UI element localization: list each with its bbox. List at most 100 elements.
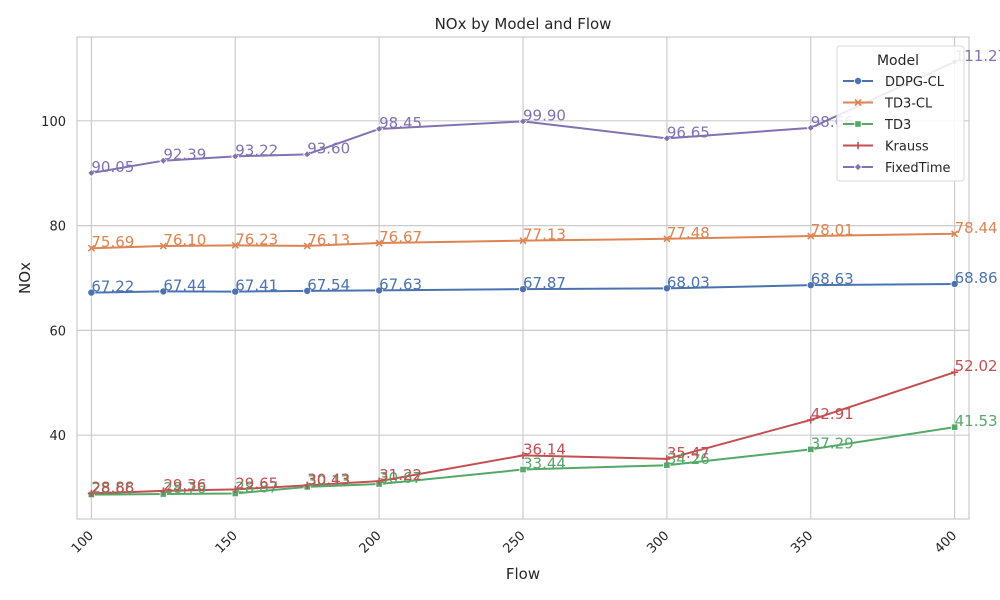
legend-marker <box>853 162 863 172</box>
data-point-td3 <box>951 423 959 431</box>
y-tick-label: 40 <box>49 429 66 444</box>
data-point-krauss <box>87 489 95 498</box>
data-label-krauss: 29.65 <box>235 474 278 492</box>
data-point-fixedtime <box>806 123 815 133</box>
data-point-td3 <box>807 445 815 453</box>
data-label-ddpg-cl: 68.03 <box>667 273 710 291</box>
data-label-td3-cl: 76.13 <box>307 231 350 249</box>
data-label-td3-cl: 77.48 <box>667 224 710 242</box>
series-lines <box>87 57 959 499</box>
legend-item-krauss: Krauss <box>843 140 929 155</box>
data-label-td3: 28.66 <box>91 480 134 498</box>
data-point-krauss <box>951 368 959 376</box>
data-label-td3: 28.87 <box>235 478 278 496</box>
data-label-fixedtime: 93.60 <box>307 139 350 157</box>
data-point-td3-cl <box>663 235 671 243</box>
data-point-krauss <box>159 487 167 495</box>
data-point-td3-cl <box>231 241 239 249</box>
x-tick-label: 200 <box>357 528 385 556</box>
data-label-fixedtime: 96.65 <box>667 123 710 141</box>
data-label-krauss: 30.43 <box>307 470 350 488</box>
legend-marker <box>854 98 862 107</box>
x-tick-label: 250 <box>500 528 528 556</box>
data-label-td3: 37.29 <box>811 434 854 452</box>
data-point-ddpg-cl <box>159 287 168 296</box>
data-point-krauss <box>519 451 527 459</box>
data-point-krauss <box>807 416 815 424</box>
data-label-td3-cl: 78.44 <box>955 219 998 237</box>
data-point-ddpg-cl <box>519 285 528 294</box>
legend-item-ddpg-cl: DDPG-CL <box>843 75 945 90</box>
x-tick-label: 400 <box>932 528 960 556</box>
legend-marker <box>854 77 863 86</box>
x-tick-label: 150 <box>213 528 241 556</box>
data-label-td3-cl: 75.69 <box>91 233 134 251</box>
data-label-td3: 33.44 <box>523 455 566 473</box>
series-ddpg-cl <box>87 279 959 297</box>
data-label-krauss: 35.47 <box>667 444 710 462</box>
grid-lines <box>77 37 969 519</box>
data-point-td3 <box>519 465 527 474</box>
data-point-krauss <box>303 481 311 489</box>
data-point-td3-cl <box>519 237 527 245</box>
legend-label: TD3-CL <box>884 97 933 112</box>
series-krauss <box>87 368 959 498</box>
data-point-td3-cl <box>375 239 383 247</box>
y-tick-label: 80 <box>49 220 66 235</box>
data-point-fixedtime <box>303 150 312 159</box>
data-point-ddpg-cl <box>231 287 240 296</box>
data-label-fixedtime: 98.45 <box>379 114 422 132</box>
data-label-ddpg-cl: 67.22 <box>91 278 134 296</box>
legend-label: DDPG-CL <box>885 75 945 90</box>
x-tick-label: 100 <box>69 528 97 556</box>
data-point-td3-cl <box>303 242 311 250</box>
data-label-ddpg-cl: 67.87 <box>523 274 566 292</box>
data-label-krauss: 42.91 <box>811 405 854 423</box>
data-point-fixedtime <box>518 117 528 126</box>
data-label-krauss: 29.36 <box>163 476 206 494</box>
data-label-td3: 41.53 <box>955 412 998 430</box>
legend-marker <box>854 120 862 128</box>
data-label-td3-cl: 77.13 <box>523 226 566 244</box>
data-label-krauss: 52.02 <box>955 357 998 375</box>
data-point-ddpg-cl <box>375 286 384 295</box>
legend-marker <box>854 141 862 150</box>
data-labels: 67.22 67.44 67.41 67.54 67.63 67.87 68.03 68.63… <box>91 47 1000 498</box>
series-td3-cl <box>87 230 959 252</box>
data-label-ddpg-cl: 67.41 <box>235 277 278 295</box>
data-label-td3-cl: 76.23 <box>235 230 278 248</box>
data-label-ddpg-cl: 67.63 <box>379 275 422 293</box>
data-point-fixedtime <box>231 152 240 161</box>
data-point-krauss <box>663 455 671 463</box>
data-point-ddpg-cl <box>662 284 671 293</box>
legend-item-td3-cl: TD3-CL <box>843 97 933 112</box>
data-label-td3-cl: 76.10 <box>163 231 206 249</box>
y-tick-label: 60 <box>49 324 66 339</box>
data-point-ddpg-cl <box>806 281 815 290</box>
data-label-ddpg-cl: 67.44 <box>163 276 206 294</box>
legend-title: Model <box>877 53 919 69</box>
data-point-ddpg-cl <box>950 279 959 288</box>
y-tick-label: 100 <box>41 115 66 130</box>
data-label-td3: 28.76 <box>163 479 206 497</box>
data-point-fixedtime <box>87 168 96 178</box>
data-point-td3-cl <box>87 244 95 252</box>
x-axis-label: Flow <box>506 565 540 583</box>
legend-box <box>836 45 965 182</box>
x-tick-label: 300 <box>644 528 672 556</box>
data-point-ddpg-cl <box>303 286 312 295</box>
data-label-ddpg-cl: 68.86 <box>955 269 998 287</box>
data-label-td3: 30.67 <box>379 469 422 487</box>
legend-label: Krauss <box>885 140 929 155</box>
data-label-td3-cl: 76.67 <box>379 228 422 246</box>
data-label-ddpg-cl: 67.54 <box>307 276 350 294</box>
data-point-td3-cl <box>951 230 959 238</box>
legend: Model DDPG-CL TD3-CL TD3 Krauss FixedTime <box>836 45 965 182</box>
data-label-td3: 34.26 <box>667 450 710 468</box>
legend-item-td3: TD3 <box>843 118 911 133</box>
data-label-fixedtime: 93.22 <box>235 141 278 159</box>
legend-label: TD3 <box>884 118 911 133</box>
data-point-td3-cl <box>159 242 167 250</box>
